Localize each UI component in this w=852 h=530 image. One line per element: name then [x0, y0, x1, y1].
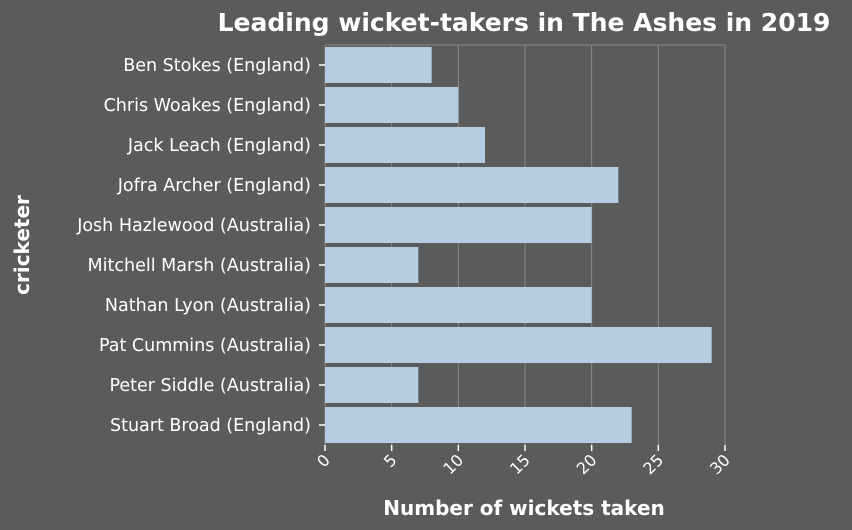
- category-label-6: Nathan Lyon (Australia): [105, 296, 311, 316]
- category-label-5: Mitchell Marsh (Australia): [88, 256, 311, 276]
- category-label-7: Pat Cummins (Australia): [99, 336, 311, 356]
- bar-3: [325, 167, 619, 203]
- x-tick-label-25: 25: [639, 450, 667, 478]
- x-tick-label-0: 0: [313, 450, 334, 471]
- x-tick-label-20: 20: [573, 450, 601, 478]
- category-label-9: Stuart Broad (England): [110, 416, 311, 436]
- bar-9: [325, 407, 632, 443]
- chart-title: Leading wicket-takers in The Ashes in 20…: [218, 8, 831, 37]
- bar-5: [325, 247, 419, 283]
- x-axis-label: Number of wickets taken: [383, 496, 665, 520]
- category-label-4: Josh Hazlewood (Australia): [76, 216, 311, 236]
- bars: [325, 47, 712, 443]
- bar-1: [325, 87, 459, 123]
- bar-0: [325, 47, 432, 83]
- category-label-3: Jofra Archer (England): [117, 176, 311, 196]
- category-label-0: Ben Stokes (England): [123, 56, 311, 76]
- x-tick-label-30: 30: [706, 450, 734, 478]
- x-tick-label-5: 5: [380, 450, 401, 471]
- x-axis: 0 5 10 15 20 25 30: [313, 445, 734, 478]
- bar-4: [325, 207, 592, 243]
- bar-6: [325, 287, 592, 323]
- bar-7: [325, 327, 712, 363]
- y-axis-label: cricketer: [10, 195, 34, 295]
- bar-2: [325, 127, 485, 163]
- x-tick-label-10: 10: [439, 450, 467, 478]
- category-label-2: Jack Leach (England): [127, 136, 311, 156]
- category-label-1: Chris Woakes (England): [104, 96, 311, 116]
- x-tick-label-15: 15: [506, 450, 534, 478]
- bar-8: [325, 367, 419, 403]
- y-axis: Ben Stokes (England) Chris Woakes (Englan…: [76, 56, 325, 436]
- category-label-8: Peter Siddle (Australia): [109, 376, 311, 396]
